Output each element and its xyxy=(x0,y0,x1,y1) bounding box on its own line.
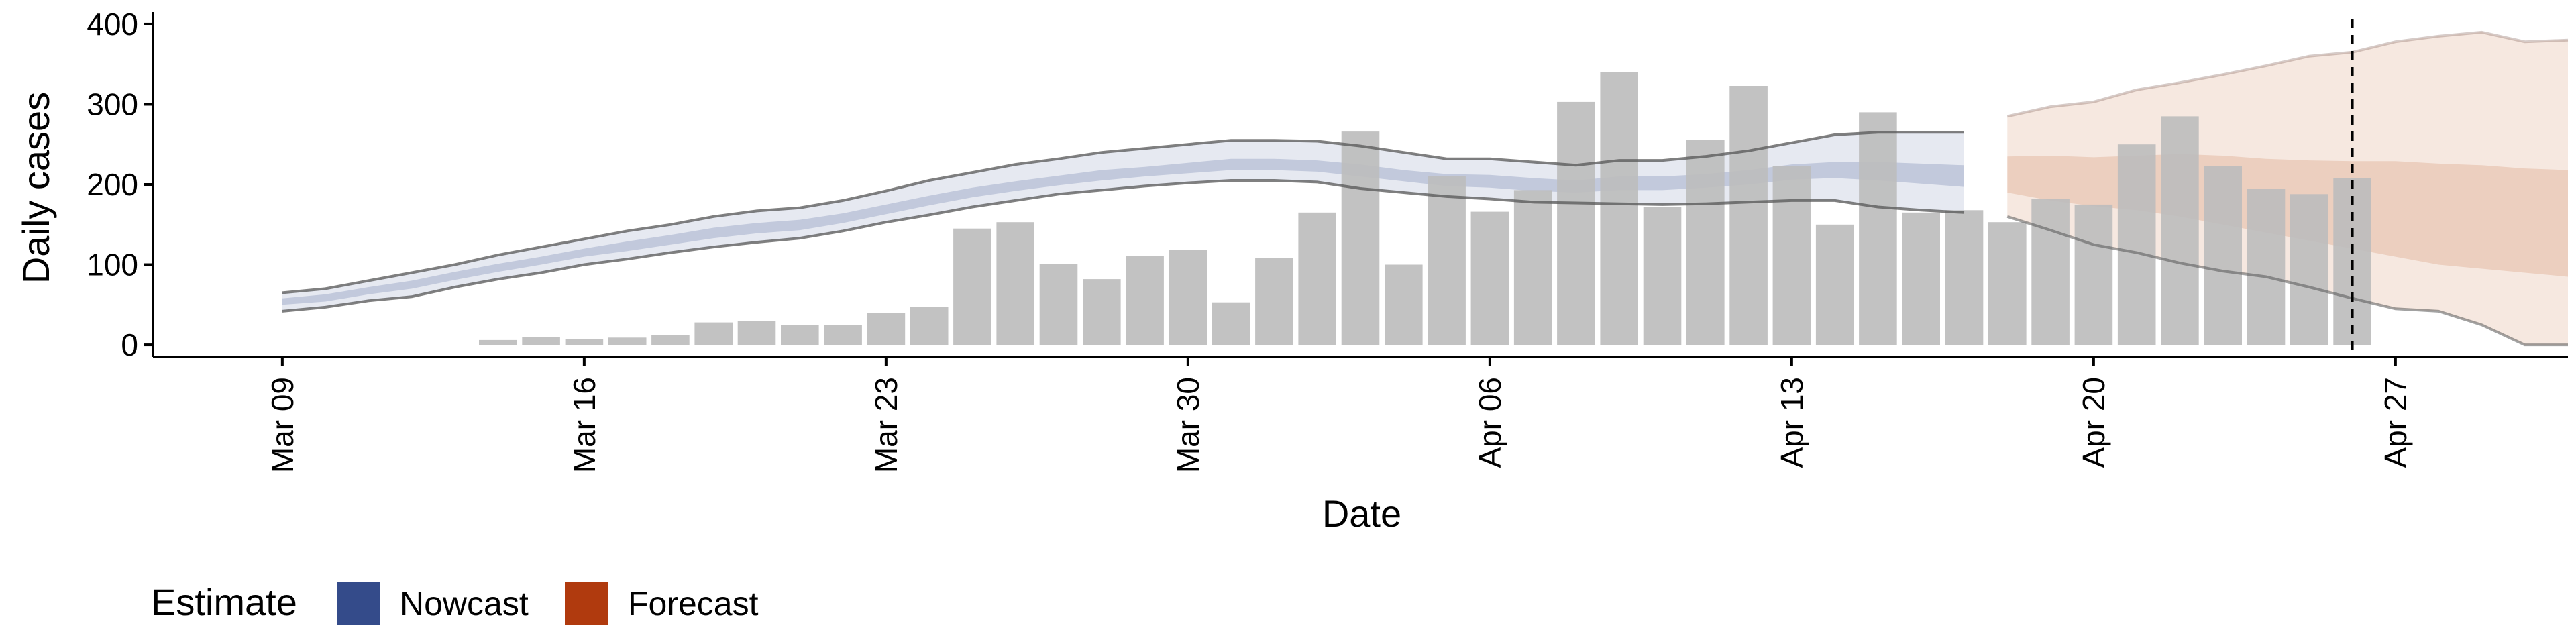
x-tick-label: Mar 09 xyxy=(265,377,300,473)
ci-outlines xyxy=(282,30,2569,347)
y-tick-label: 200 xyxy=(87,167,138,202)
bar xyxy=(1643,207,1682,345)
nowcast-lower-line xyxy=(282,179,1965,313)
legend-label: Nowcast xyxy=(400,585,529,623)
bar xyxy=(565,339,604,345)
bar xyxy=(522,337,560,345)
legend-title: Estimate xyxy=(151,581,297,623)
y-tick-label: 300 xyxy=(87,87,138,121)
bar xyxy=(1169,250,1208,345)
bar xyxy=(781,325,819,345)
x-tick-label: Mar 23 xyxy=(869,377,904,473)
bar xyxy=(2204,166,2242,345)
x-tick-label: Apr 13 xyxy=(1774,377,1809,468)
y-tick-label: 0 xyxy=(121,327,138,362)
bar xyxy=(824,325,862,345)
bar xyxy=(1255,258,1293,345)
bar xyxy=(1600,72,1638,345)
bar xyxy=(1212,302,1250,345)
bar xyxy=(1686,140,1725,345)
bar xyxy=(867,313,906,345)
bar xyxy=(608,337,647,345)
bar xyxy=(737,321,776,345)
x-tick-label: Mar 16 xyxy=(567,377,602,473)
forecast-outer-band xyxy=(2007,32,2568,345)
legend-label: Forecast xyxy=(628,585,759,623)
bar xyxy=(910,307,949,345)
bar xyxy=(1772,166,1811,345)
bar xyxy=(1513,190,1552,345)
x-axis-title: Date xyxy=(1322,492,1401,535)
bar xyxy=(2117,144,2156,345)
bar xyxy=(1859,112,1897,345)
bar xyxy=(1428,176,1466,345)
x-tick-label: Apr 20 xyxy=(2076,377,2111,468)
forecast-upper-line xyxy=(2006,30,2569,118)
bar xyxy=(1815,224,1854,345)
bar xyxy=(694,322,733,345)
bar xyxy=(2161,116,2199,345)
bar xyxy=(1341,131,1380,345)
x-tick-label: Apr 27 xyxy=(2378,377,2413,468)
bar xyxy=(1039,264,1078,345)
x-tick-label: Mar 30 xyxy=(1171,377,1205,473)
legend-swatch xyxy=(565,582,608,625)
bar xyxy=(1470,211,1509,345)
bar xyxy=(953,228,991,345)
nowcast-upper-line xyxy=(282,131,1964,294)
bar xyxy=(1126,256,1164,345)
bar xyxy=(2074,204,2113,345)
legend-swatch xyxy=(337,582,380,625)
bar xyxy=(1298,212,1336,345)
y-tick-label: 400 xyxy=(87,7,138,42)
nowcast-outer-band xyxy=(282,132,1965,311)
x-tick-label: Apr 06 xyxy=(1472,377,1507,468)
bar xyxy=(1729,86,1768,345)
forecast-lower-line xyxy=(2006,215,2568,347)
bar xyxy=(1902,212,1940,345)
bar xyxy=(479,339,517,345)
bar xyxy=(1385,264,1423,345)
bar xyxy=(1988,222,2027,345)
bar xyxy=(996,222,1034,345)
y-tick-label: 100 xyxy=(87,248,138,282)
bar xyxy=(1557,101,1595,345)
bar xyxy=(1945,210,1984,345)
bar xyxy=(2247,189,2286,345)
legend: Estimate Nowcast Forecast xyxy=(151,581,759,625)
axes: 0 100 200 300 400 Mar 09 Mar 16 Mar 23 Mar 30 Apr… xyxy=(87,7,2568,473)
bars xyxy=(479,72,2371,345)
bar xyxy=(651,335,690,345)
y-axis-title: Daily cases xyxy=(15,92,57,284)
bar xyxy=(2031,199,2070,345)
bar xyxy=(1083,279,1121,345)
bar xyxy=(2290,194,2328,345)
